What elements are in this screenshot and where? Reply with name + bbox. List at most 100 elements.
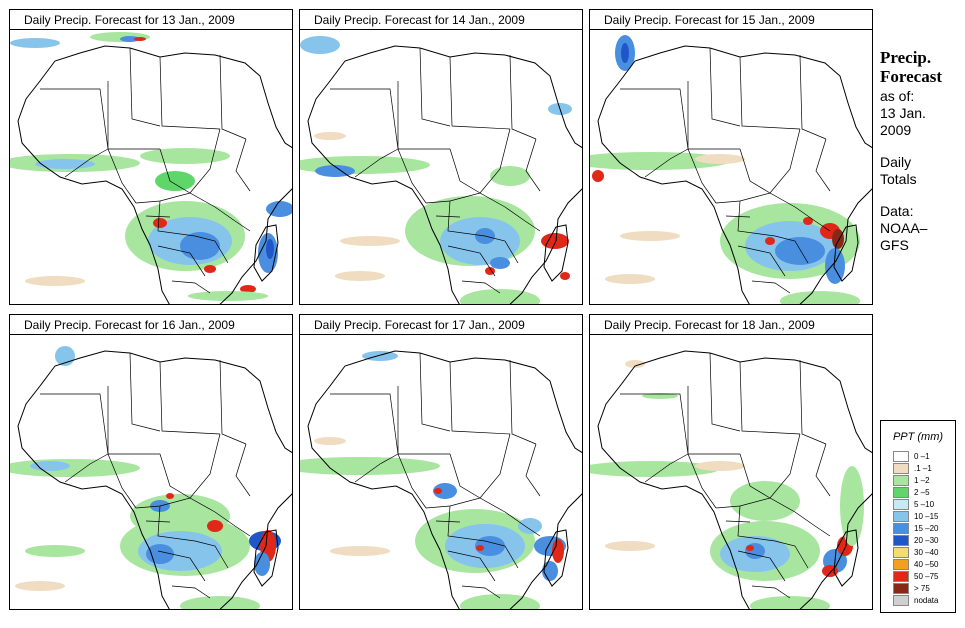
legend-item: .1 –1 [893, 463, 953, 475]
africa-coastline [17, 350, 292, 609]
legend-label: 15 –20 [914, 524, 939, 533]
precip-blob [541, 233, 569, 249]
precip-field [590, 35, 860, 304]
country-border [447, 505, 486, 542]
legend-swatch [893, 547, 909, 558]
country-border [171, 585, 211, 599]
precip-map [10, 336, 292, 609]
precip-blob [730, 481, 800, 521]
forecast-panel-6: Daily Precip. Forecast for 18 Jan., 2009 [589, 314, 873, 610]
country-border [189, 433, 221, 499]
panel-title: Daily Precip. Forecast for 14 Jan., 2009 [300, 10, 582, 30]
legend-item: 15 –20 [893, 523, 953, 535]
precip-blob [592, 170, 604, 182]
country-border [794, 511, 831, 537]
precip-blob [340, 236, 400, 246]
country-border [739, 453, 771, 499]
precip-blob [460, 594, 540, 609]
precip-blob [803, 217, 813, 225]
country-border [397, 386, 450, 455]
precip-blob [695, 154, 745, 164]
country-border [687, 386, 740, 455]
precip-blob [605, 274, 655, 284]
country-border [235, 138, 251, 192]
country-border [40, 393, 109, 455]
legend-swatch [893, 487, 909, 498]
legend-item: 0 –1 [893, 451, 953, 463]
precip-blob [625, 360, 645, 368]
precip-blob [765, 237, 775, 245]
country-border [774, 540, 809, 569]
country-border [419, 352, 451, 432]
legend-item: 30 –40 [893, 547, 953, 559]
legend-label: 2 –5 [914, 488, 930, 497]
country-border [737, 245, 786, 277]
precip-blob [180, 232, 220, 260]
legend-label: 30 –40 [914, 548, 939, 557]
country-border [449, 453, 481, 499]
country-border [40, 88, 109, 150]
legend-label: 1 –2 [914, 476, 930, 485]
precip-blob [642, 393, 678, 399]
precip-blob [590, 461, 720, 477]
precip-blob [775, 237, 825, 265]
legend-item: 20 –30 [893, 535, 953, 547]
precip-blob [153, 218, 167, 228]
country-border [737, 550, 786, 582]
country-border [135, 497, 216, 513]
country-border [107, 148, 137, 204]
precip-blob [266, 201, 292, 217]
precip-map [590, 31, 872, 304]
precip-field [300, 351, 566, 609]
precip-map-canvas [10, 346, 292, 609]
country-border [330, 393, 399, 455]
madagascar-outline [253, 529, 279, 587]
legend-label: 0 –1 [914, 452, 930, 461]
precip-map [300, 31, 582, 304]
legend-label: .1 –1 [914, 464, 932, 473]
precip-blob [120, 36, 140, 42]
data-source-line2: NOAA– [880, 220, 928, 236]
country-border [419, 47, 451, 127]
country-border [751, 585, 791, 599]
precip-blob [552, 539, 564, 563]
legend-item: > 75 [893, 583, 953, 595]
madagascar-outline [253, 224, 279, 282]
country-border [214, 206, 251, 232]
ppt-legend: PPT (mm) 0 –1 .1 –1 1 –2 2 –5 5 –10 10 –15 15 … [880, 420, 956, 613]
madagascar-outline [833, 224, 859, 282]
legend-label: 20 –30 [914, 536, 939, 545]
precip-blob [25, 545, 85, 557]
precip-blob [314, 437, 346, 445]
precip-blob [485, 267, 495, 275]
country-border [447, 550, 496, 582]
country-border [157, 245, 206, 277]
country-border [739, 361, 801, 435]
precip-blob [204, 265, 216, 273]
country-border [449, 148, 481, 194]
country-border [461, 280, 501, 294]
precip-blob [134, 37, 146, 41]
precip-blob [335, 271, 385, 281]
precip-blob [490, 166, 530, 186]
precip-blob [15, 581, 65, 591]
country-border [737, 505, 776, 542]
precip-map-canvas [300, 36, 582, 304]
country-border [171, 280, 211, 294]
country-border [157, 505, 196, 542]
precip-field [300, 36, 572, 304]
precip-blob [780, 291, 860, 304]
country-border [145, 520, 171, 523]
legend-swatch [893, 499, 909, 510]
country-border [509, 54, 537, 140]
country-border [425, 497, 506, 513]
precip-field [590, 360, 864, 609]
country-border [715, 192, 796, 208]
country-border [715, 497, 796, 513]
country-border [449, 56, 511, 130]
country-border [815, 138, 831, 192]
precip-blob [30, 461, 70, 471]
country-border [354, 453, 399, 483]
country-border [435, 520, 461, 523]
country-border [479, 433, 511, 499]
